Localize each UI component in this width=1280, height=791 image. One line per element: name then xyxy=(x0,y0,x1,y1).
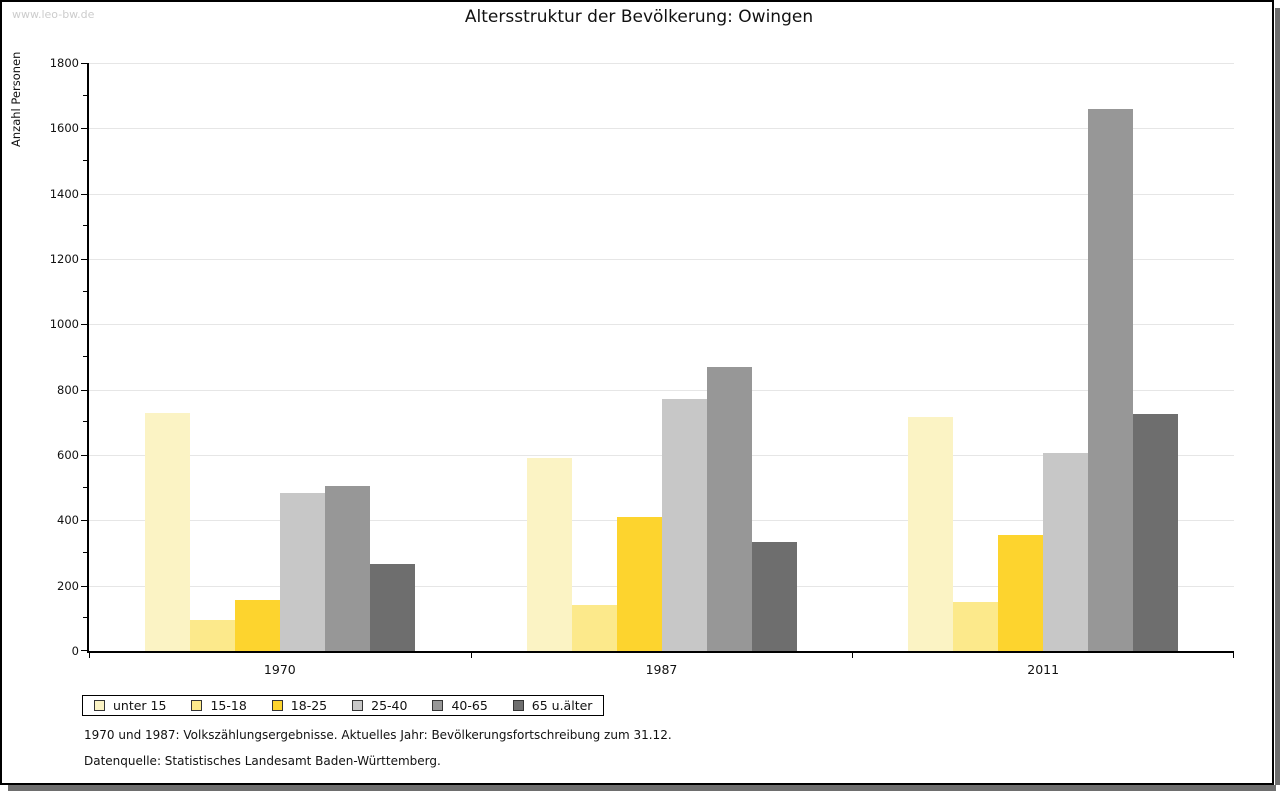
y-tick xyxy=(81,585,87,587)
legend-swatch-icon xyxy=(94,700,105,711)
bar-2011-unter-15 xyxy=(908,417,954,651)
y-gridline xyxy=(89,63,1234,64)
bar-1970-65-u.älter xyxy=(369,564,415,651)
legend-label: unter 15 xyxy=(113,698,167,713)
y-tick xyxy=(81,259,87,260)
plot-area: 0 200 400 600 800 1000 1200 1400 1600 1800 1970 198… xyxy=(50,56,1234,677)
bar-1970-18-25 xyxy=(234,600,280,651)
bar-2011-40-65 xyxy=(1088,108,1134,651)
y-tick xyxy=(81,193,87,195)
legend-item: 15-18 xyxy=(191,698,247,713)
y-minor-tick xyxy=(83,617,87,619)
bar-1970-unter-15 xyxy=(144,412,190,651)
frame-shadow-right xyxy=(1275,8,1280,785)
y-tick xyxy=(81,455,87,456)
footer-note: 1970 und 1987: Volkszählungsergebnisse. … xyxy=(84,728,672,742)
legend-swatch-icon xyxy=(191,700,203,711)
y-tick-label: 1400 xyxy=(49,186,79,201)
footer-source: Datenquelle: Statistisches Landesamt Bad… xyxy=(84,754,441,768)
y-tick xyxy=(81,63,87,64)
bar-1987-65-u.älter xyxy=(751,541,797,651)
bar-1987-18-25 xyxy=(616,517,662,651)
y-tick xyxy=(81,389,87,391)
y-minor-tick xyxy=(83,290,87,292)
frame-shadow-bottom xyxy=(8,785,1276,791)
bar-2011-25-40 xyxy=(1043,453,1089,651)
y-tick-label: 1000 xyxy=(49,317,79,332)
legend-label: 15-18 xyxy=(210,698,247,713)
y-gridline xyxy=(89,324,1234,326)
y-tick xyxy=(81,650,87,651)
y-tick-label: 1800 xyxy=(49,56,79,70)
y-tick-label: 0 xyxy=(71,644,79,658)
legend-item: 65 u.älter xyxy=(512,698,593,713)
y-tick xyxy=(81,324,87,326)
y-gridline xyxy=(89,259,1234,260)
y-tick-label: 800 xyxy=(57,382,79,397)
y-minor-tick xyxy=(83,94,87,96)
legend-item: 18-25 xyxy=(271,698,328,713)
watermark: www.leo-bw.de xyxy=(12,8,95,21)
x-tick xyxy=(1233,653,1234,658)
legend-swatch-icon xyxy=(512,700,524,711)
y-minor-tick xyxy=(83,552,87,553)
legend-swatch-icon xyxy=(352,700,364,711)
y-minor-tick xyxy=(83,486,87,488)
legend-swatch-icon xyxy=(432,700,444,711)
bar-1987-15-18 xyxy=(571,605,617,651)
x-tick xyxy=(89,653,90,658)
y-gridline xyxy=(89,193,1234,195)
y-tick-label: 1600 xyxy=(49,121,79,136)
y-tick-label: 1200 xyxy=(49,252,79,266)
legend-item: 40-65 xyxy=(432,698,488,713)
y-minor-tick xyxy=(83,421,87,423)
legend-item: 25-40 xyxy=(352,698,407,713)
y-tick xyxy=(81,520,87,522)
bar-1970-25-40 xyxy=(279,492,325,651)
y-gridline xyxy=(89,389,1234,391)
bar-1987-25-40 xyxy=(661,399,707,651)
y-tick-label: 600 xyxy=(57,448,79,462)
legend-swatch-icon xyxy=(271,700,283,711)
y-tick-label: 400 xyxy=(57,513,79,528)
y-tick-label: 200 xyxy=(57,578,79,593)
y-minor-tick xyxy=(83,225,87,227)
y-minor-tick xyxy=(83,160,87,161)
y-tick xyxy=(81,128,87,130)
x-category-label: 1970 xyxy=(263,662,296,677)
bar-2011-18-25 xyxy=(998,535,1044,651)
bar-1987-unter-15 xyxy=(526,458,572,651)
legend-label: 18-25 xyxy=(290,698,328,713)
plot-inner: 0 200 400 600 800 1000 1200 1400 1600 1800 1970 198… xyxy=(50,56,1234,677)
bar-1987-40-65 xyxy=(706,366,752,651)
x-tick xyxy=(470,653,472,658)
bar-2011-65-u.älter xyxy=(1133,414,1179,651)
x-tick xyxy=(852,653,854,658)
bar-1970-40-65 xyxy=(324,486,370,651)
legend-label: 65 u.älter xyxy=(531,698,593,713)
legend-item: unter 15 xyxy=(94,698,166,713)
x-category-label: 2011 xyxy=(1027,662,1060,677)
legend-label: 25-40 xyxy=(371,698,408,713)
y-gridline xyxy=(89,128,1234,130)
legend-label: 40-65 xyxy=(451,698,488,713)
bar-1970-15-18 xyxy=(189,619,235,651)
bar-2011-15-18 xyxy=(953,602,999,651)
legend: unter 15 15-18 18-25 25-40 40-65 65 u.älter xyxy=(82,695,605,716)
chart-title: Altersstruktur der Bevölkerung: Owingen xyxy=(464,7,814,27)
y-minor-tick xyxy=(83,356,87,357)
x-category-label: 1987 xyxy=(645,662,678,677)
